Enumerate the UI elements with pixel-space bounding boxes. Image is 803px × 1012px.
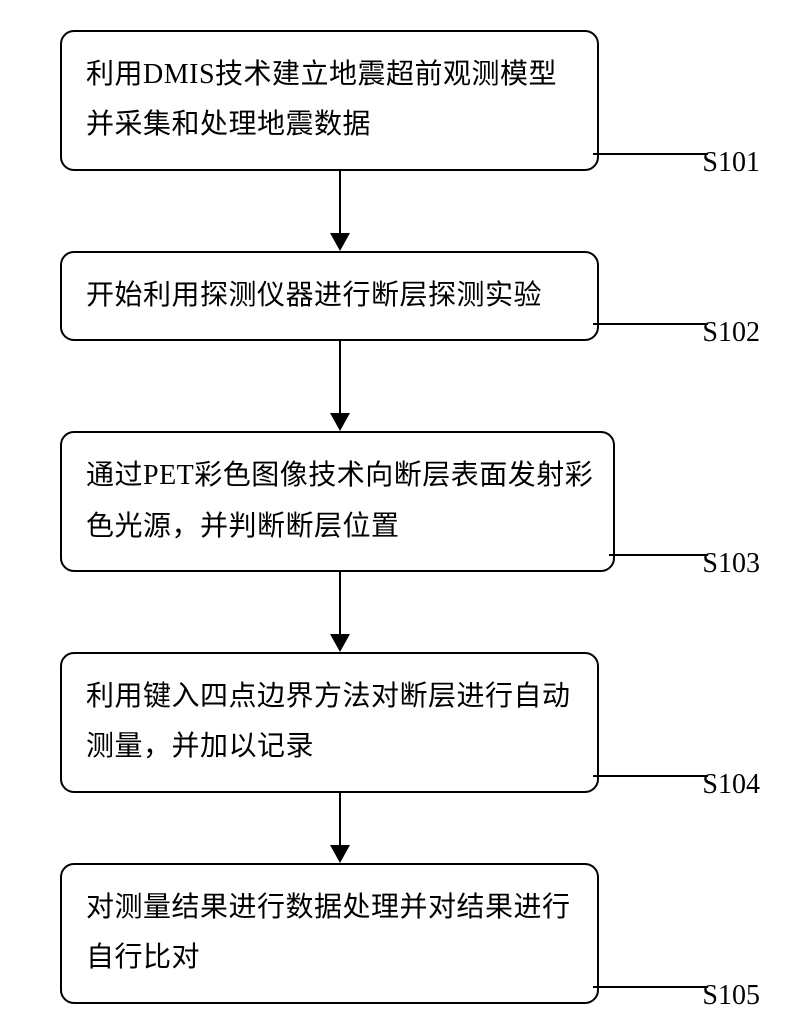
step-row: 利用DMIS技术建立地震超前观测模型并采集和处理地震数据 S101 <box>60 30 760 171</box>
step-row: 对测量结果进行数据处理并对结果进行自行比对 S105 <box>60 863 760 1004</box>
arrowhead-icon <box>330 413 350 431</box>
flowchart: 利用DMIS技术建立地震超前观测模型并采集和处理地震数据 S101 开始利用探测… <box>60 30 760 1004</box>
label-tail <box>593 115 708 155</box>
arrow-line <box>339 793 341 845</box>
connector <box>60 793 620 863</box>
arrow-line <box>339 341 341 413</box>
arrowhead-icon <box>330 233 350 251</box>
connector <box>60 572 620 652</box>
step-row: 利用键入四点边界方法对断层进行自动测量，并加以记录 S104 <box>60 652 760 793</box>
step-label-1: S101 <box>702 147 760 179</box>
arrow-line <box>339 572 341 634</box>
connector <box>60 171 620 251</box>
step-label-2: S102 <box>702 317 760 349</box>
step-row: 开始利用探测仪器进行断层探测实验 S102 <box>60 251 760 341</box>
step-label-4: S104 <box>702 769 760 801</box>
arrow-line <box>339 171 341 233</box>
label-tail <box>593 737 708 777</box>
step-row: 通过PET彩色图像技术向断层表面发射彩色光源，并判断断层位置 S103 <box>60 431 760 572</box>
step-box-2: 开始利用探测仪器进行断层探测实验 <box>60 251 599 341</box>
step-box-1: 利用DMIS技术建立地震超前观测模型并采集和处理地震数据 <box>60 30 599 171</box>
label-tail <box>593 285 708 325</box>
label-tail <box>593 948 708 988</box>
step-box-5: 对测量结果进行数据处理并对结果进行自行比对 <box>60 863 599 1004</box>
step-box-4: 利用键入四点边界方法对断层进行自动测量，并加以记录 <box>60 652 599 793</box>
arrowhead-icon <box>330 634 350 652</box>
step-label-3: S103 <box>702 548 760 580</box>
label-tail <box>609 516 708 556</box>
arrowhead-icon <box>330 845 350 863</box>
step-box-3: 通过PET彩色图像技术向断层表面发射彩色光源，并判断断层位置 <box>60 431 615 572</box>
connector <box>60 341 620 431</box>
step-label-5: S105 <box>702 980 760 1012</box>
